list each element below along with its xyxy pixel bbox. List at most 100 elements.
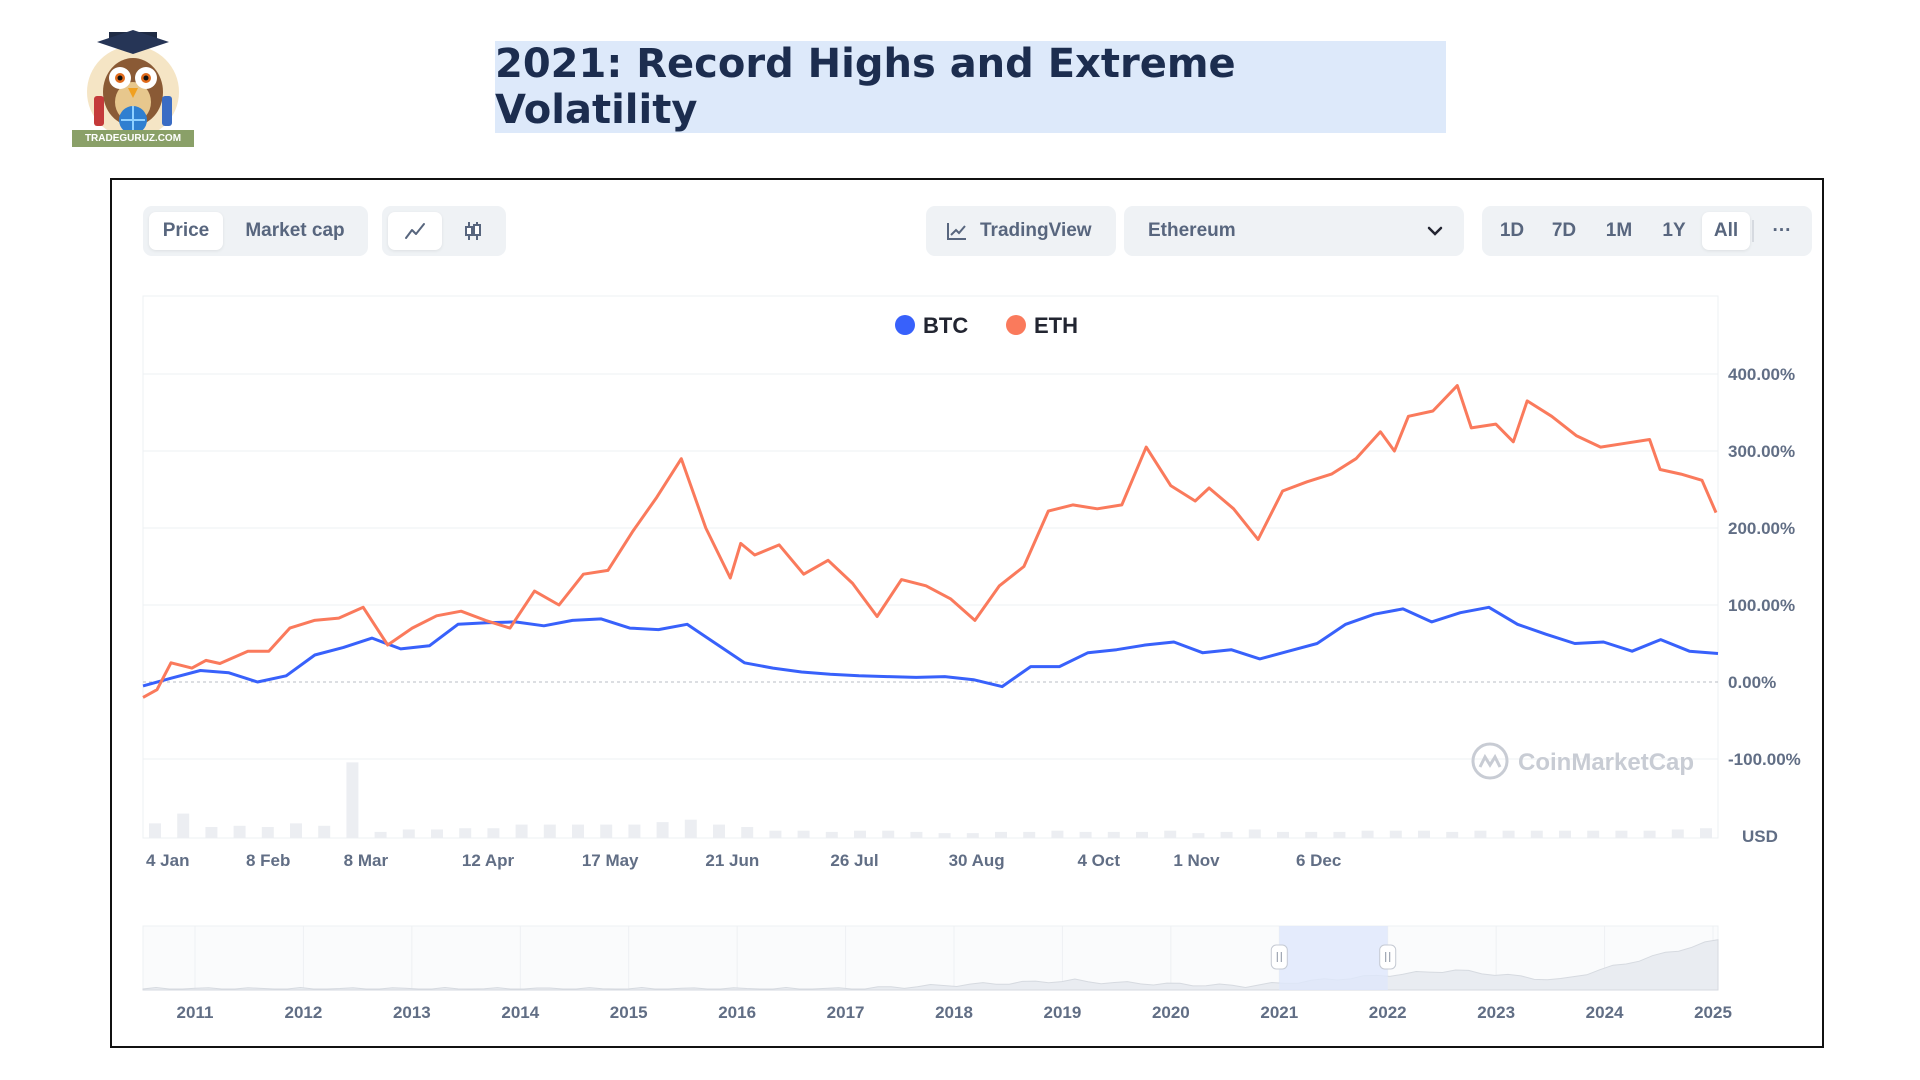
compare-select[interactable]: Ethereum bbox=[1124, 206, 1464, 256]
volume-bar bbox=[149, 823, 161, 838]
volume-bar bbox=[684, 819, 697, 838]
volume-bar bbox=[290, 823, 302, 838]
volume-bar bbox=[431, 829, 443, 838]
volume-bar bbox=[741, 827, 754, 838]
volume-bar bbox=[825, 831, 838, 838]
candlestick-icon bbox=[465, 222, 481, 240]
eth-legend-marker bbox=[1006, 315, 1026, 335]
volume-bar bbox=[628, 824, 641, 838]
volume-bar bbox=[261, 827, 274, 838]
x-tick-label: 8 Feb bbox=[246, 851, 290, 870]
volume-bar bbox=[233, 825, 246, 838]
navigator-year-label: 2014 bbox=[501, 1003, 539, 1022]
volume-bar bbox=[966, 833, 979, 838]
volume-bar bbox=[797, 830, 810, 838]
btc-legend-label: BTC bbox=[923, 313, 968, 338]
navigator-year-label: 2019 bbox=[1044, 1003, 1082, 1022]
x-tick-label: 30 Aug bbox=[949, 851, 1005, 870]
watermark: CoinMarketCap bbox=[1471, 742, 1694, 780]
legend: BTC ETH bbox=[895, 313, 1078, 338]
navigator-left-handle[interactable] bbox=[1270, 944, 1288, 970]
x-tick-label: 4 Jan bbox=[146, 851, 189, 870]
navigator-year-label: 2018 bbox=[935, 1003, 973, 1022]
range-1d[interactable]: 1D bbox=[1499, 220, 1525, 241]
volume-bar bbox=[1051, 830, 1064, 838]
x-tick-label: 4 Oct bbox=[1078, 851, 1121, 870]
chevron-down-icon bbox=[1427, 226, 1443, 236]
x-tick-label: 8 Mar bbox=[344, 851, 389, 870]
x-tick-label: 1 Nov bbox=[1173, 851, 1220, 870]
navigator-year-label: 2012 bbox=[285, 1003, 323, 1022]
compare-select-value: Ethereum bbox=[1148, 220, 1236, 241]
chart-grid bbox=[142, 295, 1719, 839]
volume-bar bbox=[995, 831, 1007, 838]
navigator-year-label: 2015 bbox=[610, 1003, 648, 1022]
eth-series-line bbox=[142, 384, 1718, 699]
range-all[interactable]: All bbox=[1702, 212, 1750, 250]
page-title: 2021: Record Highs and Extreme Volatilit… bbox=[495, 41, 1236, 133]
trading-chart-icon bbox=[947, 223, 966, 240]
volume-bar bbox=[1277, 831, 1289, 838]
volume-bar bbox=[374, 831, 387, 838]
volume-bar bbox=[769, 830, 782, 838]
volume-bar bbox=[938, 833, 951, 838]
navigator-year-label: 2016 bbox=[718, 1003, 756, 1022]
navigator-year-label: 2013 bbox=[393, 1003, 431, 1022]
navigator-year-label: 2020 bbox=[1152, 1003, 1190, 1022]
coinmarketcap-icon-mark bbox=[1478, 753, 1502, 768]
navigator-year-label: 2017 bbox=[827, 1003, 865, 1022]
volume-bar bbox=[459, 828, 472, 838]
range-1y[interactable]: 1Y bbox=[1662, 220, 1686, 241]
logo-caption: TRADEGURUZ.COM bbox=[72, 130, 194, 147]
volume-bar bbox=[1418, 830, 1430, 838]
volume-bar bbox=[910, 831, 923, 838]
volume-bar bbox=[1502, 830, 1515, 838]
btc-legend-marker bbox=[895, 315, 915, 335]
range-7d[interactable]: 7D bbox=[1551, 220, 1577, 241]
volume-bar bbox=[318, 825, 331, 838]
volume-bar bbox=[1248, 829, 1261, 838]
volume-bar bbox=[1700, 828, 1712, 838]
volume-bar bbox=[1643, 830, 1656, 838]
volume-bar bbox=[1671, 829, 1684, 838]
volume-bar bbox=[600, 824, 613, 838]
title-banner: 2021: Record Highs and Extreme Volatilit… bbox=[495, 41, 1446, 133]
y-unit-label: USD bbox=[1742, 827, 1778, 846]
volume-bar bbox=[713, 824, 725, 838]
range-1m[interactable]: 1M bbox=[1605, 220, 1633, 241]
x-axis: 4 Jan 8 Feb 8 Mar 12 Apr 17 May 21 Jun 26 Jul 3… bbox=[146, 851, 1341, 870]
volume-bar bbox=[1587, 830, 1600, 838]
volume-bar bbox=[656, 822, 669, 838]
volume-bar bbox=[1361, 830, 1374, 838]
volume-bar bbox=[1559, 830, 1571, 838]
x-tick-label: 6 Dec bbox=[1296, 851, 1341, 870]
volume-bar bbox=[346, 762, 359, 838]
volume-bar bbox=[1107, 831, 1120, 838]
volume-bar bbox=[1220, 831, 1233, 838]
line-chart-button[interactable] bbox=[388, 212, 442, 250]
tab-price[interactable]: Price bbox=[149, 212, 223, 250]
candlestick-button[interactable] bbox=[446, 212, 500, 250]
navigator-handle-knob bbox=[1270, 944, 1288, 970]
navigator-year-label: 2022 bbox=[1369, 1003, 1407, 1022]
y-tick-label: 300.00% bbox=[1728, 442, 1795, 461]
navigator-year-label: 2023 bbox=[1477, 1003, 1515, 1022]
volume-bar bbox=[1136, 831, 1148, 838]
volume-bar bbox=[1023, 831, 1036, 838]
range-navigator: 2011 2012 2013 2014 2015 2016 2017 2018 2019 2020… bbox=[142, 925, 1732, 1022]
plot-area bbox=[142, 295, 1719, 839]
tab-market-cap[interactable]: Market cap bbox=[245, 220, 345, 241]
navigator-right-handle[interactable] bbox=[1379, 944, 1397, 970]
eth-legend-label: ETH bbox=[1034, 313, 1078, 338]
x-tick-label: 12 Apr bbox=[462, 851, 515, 870]
x-tick-label: 26 Jul bbox=[830, 851, 878, 870]
volume-bar bbox=[1192, 833, 1205, 838]
volume-bars bbox=[149, 762, 1712, 838]
more-options-button[interactable]: ··· bbox=[1772, 220, 1792, 241]
y-tick-label: 100.00% bbox=[1728, 596, 1795, 615]
tradingview-label: TradingView bbox=[980, 220, 1092, 241]
navigator-year-label: 2021 bbox=[1260, 1003, 1298, 1022]
volume-bar bbox=[1164, 830, 1177, 838]
tradingview-button[interactable]: TradingView bbox=[926, 206, 1116, 256]
